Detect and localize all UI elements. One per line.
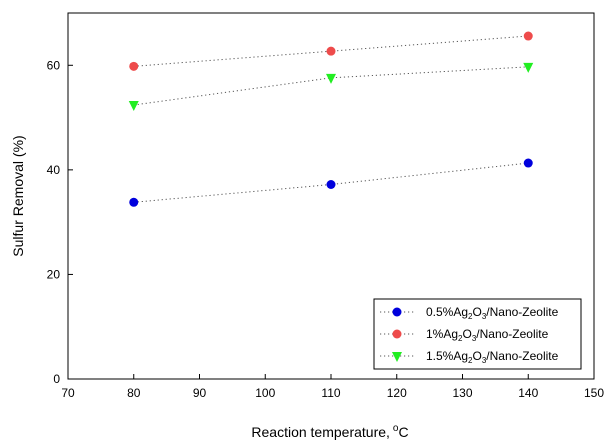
legend-label-part: 1%Ag: [426, 327, 458, 341]
series-points: [128, 31, 534, 207]
y-axis-title: Sulfur Removal (%): [10, 135, 26, 256]
y-tick-label: 20: [47, 267, 61, 281]
x-tick-label: 140: [518, 386, 538, 400]
legend-label-part: 0.5%Ag: [426, 305, 468, 319]
series-3-point: [523, 62, 534, 73]
legend-label-part: O: [472, 349, 481, 363]
legend-label-part: 2: [468, 356, 473, 365]
legend-label-series-2: 1%Ag2O3/Nano-Zeolite: [426, 327, 549, 343]
y-tick-label: 60: [47, 58, 61, 72]
x-tick-label: 90: [193, 386, 207, 400]
x-tick-label: 120: [387, 386, 407, 400]
y-tick-label: 0: [53, 372, 60, 386]
legend-label-part: 3: [472, 334, 477, 343]
legend-label-part: 2: [468, 312, 473, 321]
y-axis-ticks: 0 20 40 60: [47, 58, 73, 386]
x-axis-title: Reaction temperature, oC: [251, 423, 408, 440]
x-tick-label: 70: [61, 386, 75, 400]
legend: 0.5%Ag2O3/Nano-Zeolite1%Ag2O3/Nano-Zeoli…: [373, 298, 582, 370]
series-1-point: [326, 179, 336, 189]
legend-marker-series-2: [392, 329, 402, 339]
legend-label-part: O: [462, 327, 471, 341]
series-2-point: [129, 61, 139, 71]
legend-label-part: /Nano-Zeolite: [486, 349, 558, 363]
legend-label-series-3: 1.5%Ag2O3/Nano-Zeolite: [426, 349, 559, 365]
x-axis-ticks: 70 80 90 100 110 120 130 140 150: [61, 374, 604, 400]
x-axis-title-degree: o: [393, 423, 399, 434]
legend-label-part: 3: [482, 312, 487, 321]
legend-label-part: /Nano-Zeolite: [476, 327, 548, 341]
x-tick-label: 110: [321, 386, 340, 400]
series-1-point: [523, 158, 533, 168]
x-axis-title-unit: C: [398, 424, 408, 440]
y-tick-label: 40: [47, 163, 61, 177]
series-3-point: [326, 73, 336, 84]
legend-label-part: O: [472, 305, 481, 319]
x-axis-title-text: Reaction temperature,: [251, 424, 390, 440]
series-2-point: [523, 31, 533, 41]
x-tick-label: 150: [584, 386, 604, 400]
legend-label-part: /Nano-Zeolite: [486, 305, 558, 319]
legend-label-series-1: 0.5%Ag2O3/Nano-Zeolite: [426, 305, 559, 321]
legend-label-part: 3: [482, 356, 487, 365]
x-tick-label: 100: [255, 386, 275, 400]
series-1-point: [129, 197, 139, 207]
x-tick-label: 80: [127, 386, 141, 400]
series-3-point: [128, 101, 139, 112]
legend-marker-series-3: [392, 352, 402, 362]
legend-label-part: 1.5%Ag: [426, 349, 468, 363]
legend-marker-series-1: [392, 307, 402, 317]
x-tick-label: 130: [452, 386, 472, 400]
series-2-point: [326, 46, 336, 56]
plot-frame: [67, 12, 595, 380]
legend-label-part: 2: [458, 334, 463, 343]
